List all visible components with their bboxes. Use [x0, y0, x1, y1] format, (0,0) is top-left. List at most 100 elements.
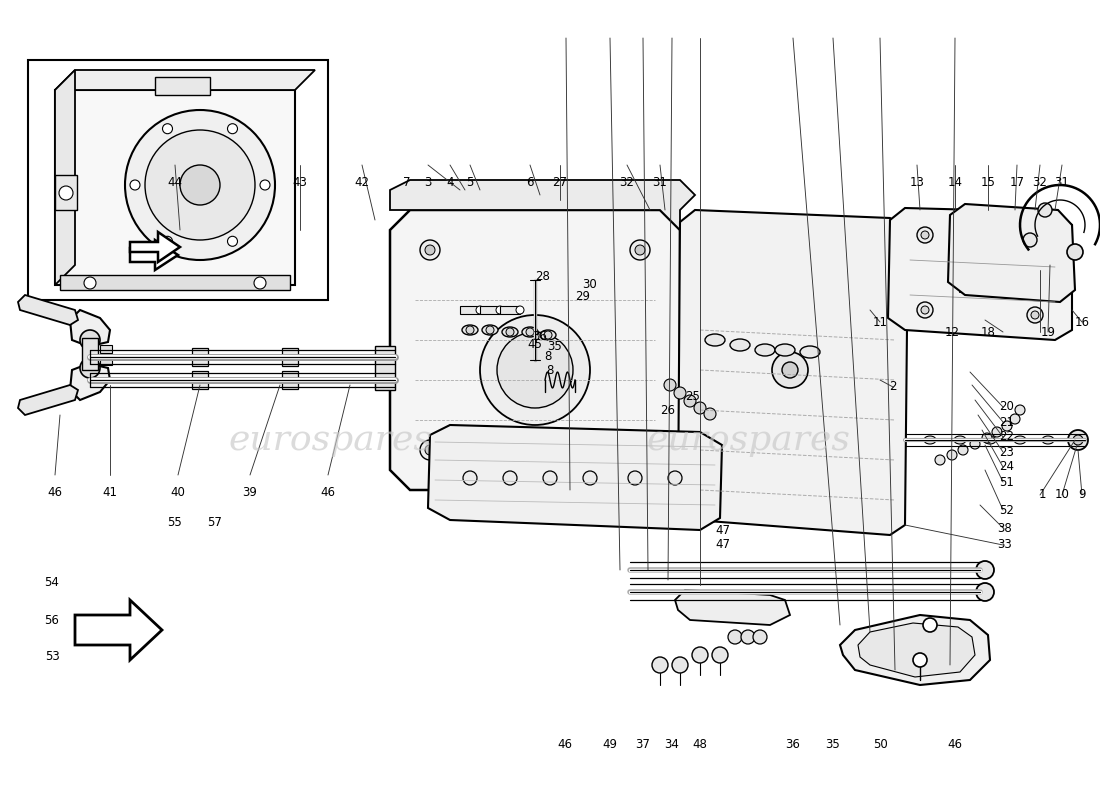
Text: 5: 5 — [466, 175, 474, 189]
Circle shape — [664, 379, 676, 391]
Text: 51: 51 — [1000, 475, 1014, 489]
Ellipse shape — [755, 344, 775, 356]
Circle shape — [470, 483, 480, 493]
Circle shape — [976, 561, 994, 579]
Text: 27: 27 — [552, 175, 568, 189]
Text: 46: 46 — [558, 738, 572, 751]
Text: 23: 23 — [1000, 446, 1014, 458]
Bar — [500, 306, 520, 314]
Circle shape — [741, 630, 755, 644]
Circle shape — [425, 245, 435, 255]
Polygon shape — [390, 210, 680, 490]
Polygon shape — [18, 385, 78, 415]
Text: 48: 48 — [693, 738, 707, 751]
Text: 32: 32 — [1033, 175, 1047, 189]
Text: 28: 28 — [536, 270, 550, 283]
Ellipse shape — [502, 327, 518, 337]
Circle shape — [59, 186, 73, 200]
Circle shape — [913, 653, 927, 667]
Circle shape — [575, 483, 585, 493]
Circle shape — [163, 124, 173, 134]
Text: 40: 40 — [170, 486, 186, 498]
Polygon shape — [18, 295, 78, 325]
Circle shape — [84, 277, 96, 289]
Circle shape — [982, 433, 992, 443]
Circle shape — [503, 471, 517, 485]
Polygon shape — [130, 232, 180, 262]
Ellipse shape — [522, 327, 538, 337]
Text: 46: 46 — [320, 486, 336, 498]
Circle shape — [754, 630, 767, 644]
Bar — [282, 371, 298, 389]
Bar — [192, 371, 208, 389]
Text: 46: 46 — [947, 738, 962, 751]
Circle shape — [80, 358, 100, 378]
Circle shape — [635, 245, 645, 255]
Circle shape — [923, 618, 937, 632]
Circle shape — [610, 483, 620, 493]
Circle shape — [486, 326, 494, 334]
Text: 46: 46 — [47, 486, 63, 498]
Polygon shape — [678, 210, 908, 535]
Text: eurospares: eurospares — [228, 423, 432, 457]
Ellipse shape — [1014, 436, 1026, 444]
Circle shape — [712, 647, 728, 663]
Circle shape — [1027, 307, 1043, 323]
Circle shape — [674, 387, 686, 399]
Circle shape — [228, 236, 238, 246]
Polygon shape — [55, 70, 75, 285]
Ellipse shape — [540, 330, 556, 340]
Polygon shape — [390, 180, 695, 230]
Text: 35: 35 — [826, 738, 840, 751]
Bar — [82, 338, 98, 370]
Polygon shape — [888, 208, 1072, 340]
Text: 37: 37 — [636, 738, 650, 751]
Circle shape — [1023, 233, 1037, 247]
Bar — [100, 357, 112, 365]
Text: 20: 20 — [1000, 401, 1014, 414]
Text: 14: 14 — [947, 175, 962, 189]
Bar — [480, 306, 501, 314]
Text: 18: 18 — [980, 326, 996, 338]
Circle shape — [692, 394, 704, 406]
Bar — [680, 394, 698, 406]
Circle shape — [782, 362, 797, 378]
Text: 4: 4 — [447, 175, 453, 189]
Text: 6: 6 — [526, 175, 534, 189]
Circle shape — [506, 328, 514, 336]
Polygon shape — [675, 590, 790, 625]
Circle shape — [1068, 430, 1088, 450]
Circle shape — [1010, 414, 1020, 424]
Text: 34: 34 — [664, 738, 680, 751]
Polygon shape — [55, 70, 315, 90]
Bar — [55, 175, 77, 210]
Circle shape — [1036, 233, 1044, 241]
Text: 47: 47 — [715, 538, 730, 551]
Circle shape — [466, 326, 474, 334]
Circle shape — [976, 261, 998, 283]
Circle shape — [947, 450, 957, 460]
Circle shape — [1072, 435, 1084, 445]
Bar — [192, 348, 208, 366]
Text: 21: 21 — [1000, 415, 1014, 429]
Text: 52: 52 — [1000, 503, 1014, 517]
Polygon shape — [70, 310, 110, 400]
Circle shape — [476, 306, 484, 314]
Circle shape — [1015, 405, 1025, 415]
Circle shape — [935, 455, 945, 465]
Circle shape — [635, 445, 645, 455]
Ellipse shape — [776, 344, 795, 356]
Circle shape — [526, 328, 534, 336]
Bar — [680, 274, 698, 286]
Bar — [460, 306, 480, 314]
Circle shape — [652, 657, 668, 673]
Circle shape — [684, 395, 696, 407]
Circle shape — [917, 227, 933, 243]
Circle shape — [425, 445, 435, 455]
Text: 8: 8 — [544, 350, 552, 363]
Text: 30: 30 — [583, 278, 597, 291]
Text: 16: 16 — [1075, 315, 1089, 329]
Polygon shape — [75, 600, 162, 660]
Text: 45: 45 — [528, 338, 542, 351]
Circle shape — [583, 471, 597, 485]
